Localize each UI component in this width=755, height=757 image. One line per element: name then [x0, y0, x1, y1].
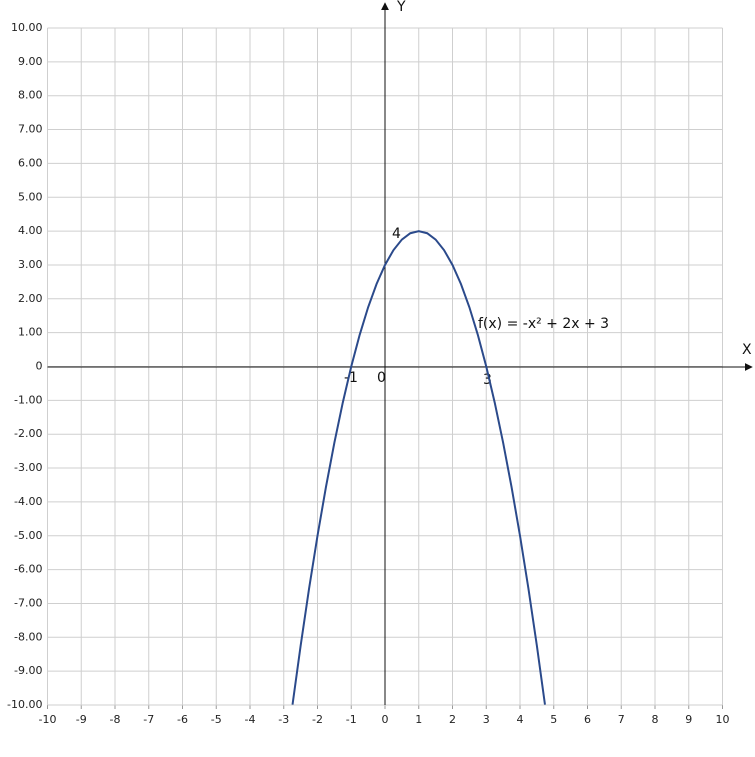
function-curve: [291, 230, 546, 705]
y-tick-label: -1.00: [14, 393, 42, 406]
x-tick-label: -5: [211, 713, 222, 726]
x-tick-label: -1: [346, 713, 357, 726]
x-tick-label: 3: [483, 713, 490, 726]
x-tick-label: 9: [685, 713, 692, 726]
x-tick-label: 1: [415, 713, 422, 726]
x-tick-label: -9: [76, 713, 87, 726]
x-tick-label: -4: [245, 713, 256, 726]
y-tick-label: 5.00: [18, 190, 43, 203]
x-tick-label: 2: [449, 713, 456, 726]
y-tick-label: 9.00: [18, 55, 43, 68]
y-tick-label: -6.00: [14, 563, 42, 576]
annotation: 0: [377, 370, 386, 386]
annotation: 4: [392, 226, 401, 242]
y-tick-label: 8.00: [18, 89, 43, 102]
x-tick-label: 5: [550, 713, 557, 726]
y-axis-label: Y: [396, 0, 406, 15]
y-tick-label: 1.00: [18, 326, 43, 339]
x-tick-label: -10: [39, 713, 57, 726]
x-tick-label: -8: [110, 713, 121, 726]
y-tick-label: 2.00: [18, 292, 43, 305]
x-tick-label: 7: [618, 713, 625, 726]
x-tick-label: -2: [312, 713, 323, 726]
x-tick-label: 0: [382, 713, 389, 726]
annotation: 3: [483, 372, 492, 388]
x-tick-label: 10: [716, 713, 730, 726]
y-tick-label: -4.00: [14, 495, 42, 508]
y-tick-label: -2.00: [14, 427, 42, 440]
x-tick-label: -3: [278, 713, 289, 726]
x-axis-label: X: [742, 342, 752, 358]
function-label: f(x) = -x² + 2x + 3: [478, 316, 609, 332]
x-tick-label: 8: [652, 713, 659, 726]
x-tick-label: -6: [177, 713, 188, 726]
y-tick-label: 3.00: [18, 258, 43, 271]
y-tick-label: -10.00: [7, 698, 42, 711]
y-tick-label: -9.00: [14, 664, 42, 677]
y-tick-label: 6.00: [18, 156, 43, 169]
x-tick-label: 6: [584, 713, 591, 726]
y-tick-label: -7.00: [14, 596, 42, 609]
y-tick-label: 4.00: [18, 224, 43, 237]
y-tick-label: 10.00: [11, 21, 43, 34]
y-tick-label: -8.00: [14, 630, 42, 643]
y-tick-label: 0: [36, 360, 43, 373]
annotation: -1: [344, 370, 358, 386]
x-tick-label: -7: [143, 713, 154, 726]
y-tick-label: -3.00: [14, 461, 42, 474]
x-tick-label: 4: [517, 713, 524, 726]
y-tick-label: 7.00: [18, 123, 43, 136]
y-tick-label: -5.00: [14, 529, 42, 542]
